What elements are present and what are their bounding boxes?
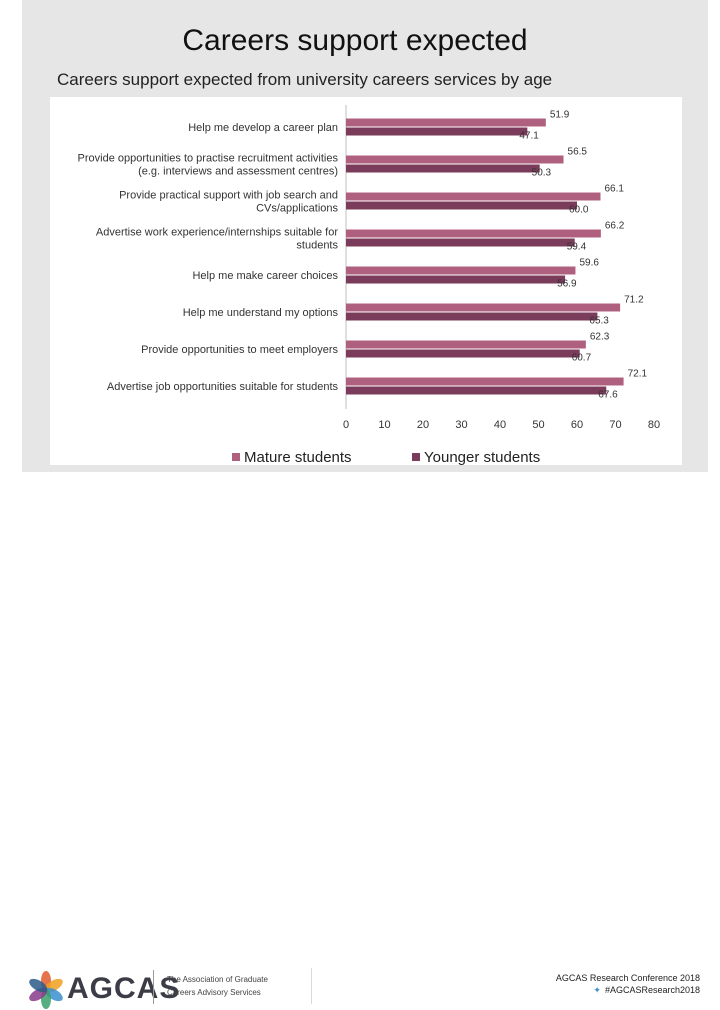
bar-mature bbox=[346, 229, 601, 238]
data-label: 51.9 bbox=[550, 110, 570, 121]
bar-mature bbox=[346, 192, 601, 201]
bar-younger bbox=[346, 275, 566, 284]
x-tick-label: 10 bbox=[378, 419, 390, 431]
bar-younger bbox=[346, 386, 607, 395]
category-label: Advertise work experience/internships su… bbox=[96, 227, 339, 252]
category-label: Advertise job opportunities suitable for… bbox=[107, 381, 339, 393]
x-tick-label: 70 bbox=[609, 419, 621, 431]
data-label: 62.3 bbox=[590, 332, 610, 343]
bar-younger bbox=[346, 201, 577, 210]
bar-chart: Help me develop a career plan 51.9 47.1 Pro… bbox=[78, 105, 660, 466]
conference-info: AGCAS Research Conference 2018 ✦ #AGCASRe… bbox=[556, 972, 700, 996]
footer-divider bbox=[311, 968, 312, 1004]
bar-mature bbox=[346, 118, 546, 127]
chart-area: Help me develop a career plan 51.9 47.1 Pro… bbox=[50, 97, 682, 466]
logo-subtitle-line-1: The Association of Graduate bbox=[167, 975, 268, 984]
logo-subtitle: The Association of Graduate Careers Advi… bbox=[167, 973, 268, 999]
data-label: 67.6 bbox=[598, 390, 618, 401]
bar-younger bbox=[346, 127, 528, 136]
legend-swatch bbox=[412, 453, 420, 461]
category-label: Help me make career choices bbox=[192, 270, 338, 282]
x-tick-label: 40 bbox=[494, 419, 506, 431]
data-label: 72.1 bbox=[628, 369, 648, 380]
legend-label: Mature students bbox=[244, 449, 352, 465]
legend-swatch bbox=[232, 453, 240, 461]
logo-separator bbox=[153, 970, 154, 1004]
data-label: 65.3 bbox=[589, 316, 609, 327]
bar-mature bbox=[346, 303, 621, 312]
x-tick-label: 20 bbox=[417, 419, 429, 431]
data-label: 59.6 bbox=[579, 258, 599, 269]
logo-name: AGCAS bbox=[67, 972, 181, 1005]
logo-subtitle-line-2: Careers Advisory Services bbox=[167, 988, 261, 997]
bar-younger bbox=[346, 312, 598, 321]
bar-mature bbox=[346, 377, 624, 386]
data-label: 50.3 bbox=[532, 168, 552, 179]
legend-label: Younger students bbox=[424, 449, 540, 465]
category-label: Help me develop a career plan bbox=[188, 122, 338, 134]
page-title: Careers support expected bbox=[182, 24, 528, 57]
hashtag[interactable]: #AGCASResearch2018 bbox=[604, 985, 700, 995]
category-label: Provide practical support with job searc… bbox=[119, 190, 338, 215]
data-label: 60.7 bbox=[572, 353, 592, 364]
data-label: 56.5 bbox=[568, 147, 588, 158]
twitter-icon[interactable]: ✦ bbox=[593, 985, 601, 995]
category-label: Provide opportunities to practise recrui… bbox=[78, 153, 339, 178]
data-label: 56.9 bbox=[557, 279, 577, 290]
x-tick-label: 30 bbox=[455, 419, 467, 431]
agcas-logo-mark bbox=[29, 971, 63, 1009]
bar-mature bbox=[346, 155, 564, 164]
data-label: 71.2 bbox=[624, 295, 644, 306]
data-label: 47.1 bbox=[519, 131, 539, 142]
x-tick-label: 80 bbox=[648, 419, 660, 431]
data-label: 59.4 bbox=[567, 242, 587, 253]
x-tick-label: 50 bbox=[532, 419, 544, 431]
chart-title: Careers support expected from university… bbox=[57, 70, 553, 89]
conference-name: AGCAS Research Conference 2018 bbox=[555, 973, 700, 983]
data-label: 60.0 bbox=[569, 205, 589, 216]
x-tick-label: 0 bbox=[343, 419, 349, 431]
footer: AGCAS The Association of Graduate Career… bbox=[0, 480, 720, 1009]
category-label: Provide opportunities to meet employers bbox=[141, 344, 338, 356]
bar-younger bbox=[346, 349, 580, 358]
x-tick-label: 60 bbox=[571, 419, 583, 431]
data-label: 66.1 bbox=[604, 184, 624, 195]
bar-mature bbox=[346, 266, 576, 275]
bar-younger bbox=[346, 164, 540, 173]
bar-younger bbox=[346, 238, 575, 247]
bar-mature bbox=[346, 340, 586, 349]
category-label: Help me understand my options bbox=[183, 307, 339, 319]
data-label: 66.2 bbox=[605, 221, 625, 232]
